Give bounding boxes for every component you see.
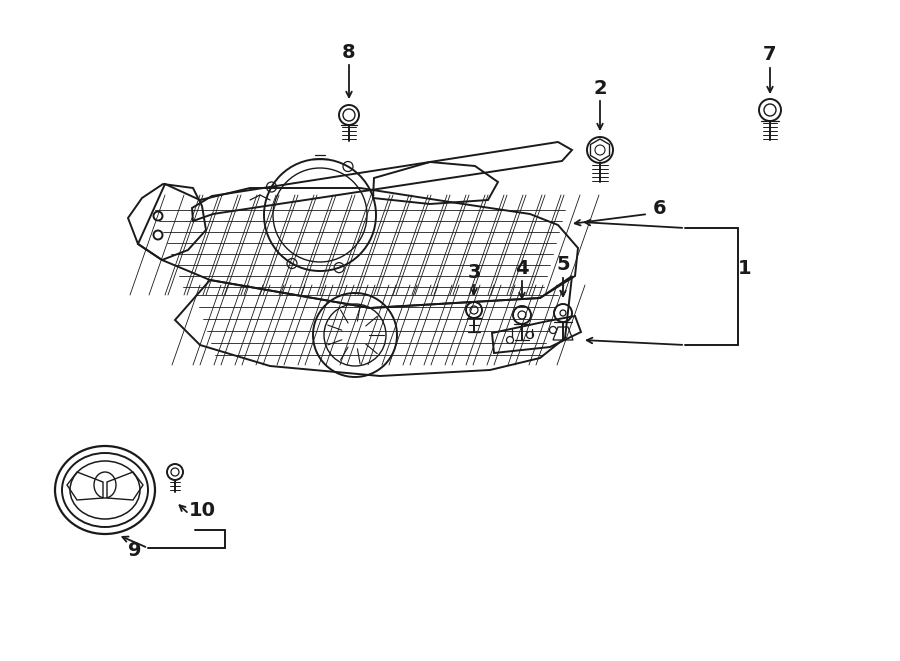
Text: 1: 1 <box>738 258 752 278</box>
Text: 8: 8 <box>342 42 356 61</box>
Text: 4: 4 <box>515 258 529 278</box>
Text: 2: 2 <box>593 79 607 98</box>
Text: 5: 5 <box>556 256 570 274</box>
Text: 6: 6 <box>653 198 667 217</box>
Text: 10: 10 <box>188 500 215 520</box>
Text: 9: 9 <box>128 541 142 559</box>
Text: 3: 3 <box>467 262 481 282</box>
Text: 7: 7 <box>763 46 777 65</box>
